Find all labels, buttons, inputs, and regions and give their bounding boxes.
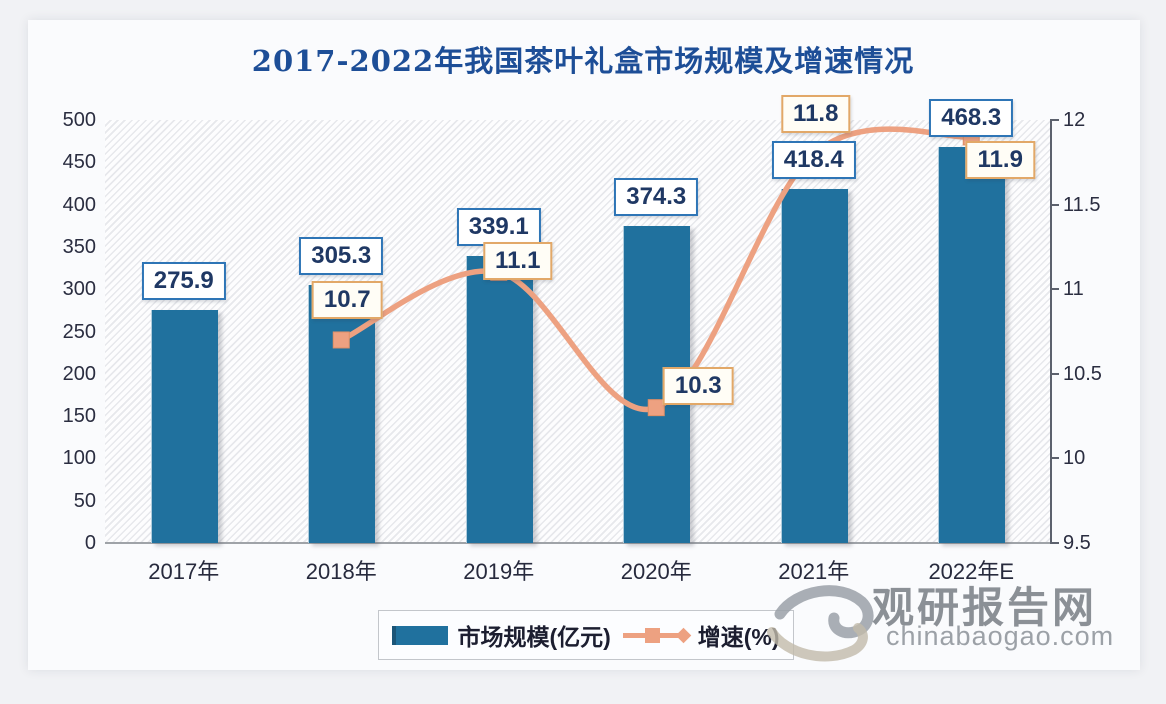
bar-2021年 (780, 189, 848, 543)
legend-line-square-marker (644, 627, 660, 643)
plot-area (105, 120, 1050, 543)
y-axis-left-label: 500 (62, 109, 96, 131)
y-axis-left-label: 150 (62, 405, 96, 428)
x-axis-label: 2020年 (620, 559, 692, 584)
legend-item-market-size: 市场规模(亿元) (392, 618, 611, 652)
y-axis-left-label: 0 (84, 532, 96, 554)
legend-line-seg (622, 632, 645, 638)
growth-value-label: 10.3 (662, 366, 734, 405)
x-axis-label: 2018年 (305, 559, 377, 584)
growth-value-label: 10.7 (311, 280, 383, 319)
growth-value-label: 11.1 (483, 242, 553, 281)
bar-value-label: 339.1 (456, 208, 541, 247)
right-axis-tick (1050, 457, 1059, 460)
y-axis-right-label: 10.5 (1063, 362, 1102, 385)
watermark-domain: chinabaogao.com (886, 621, 1115, 651)
x-axis-label: 2017年 (148, 559, 220, 584)
chart-title: 2017-2022年我国茶叶礼盒市场规模及增速情况 (251, 44, 915, 78)
y-axis-right-label: 9.5 (1063, 532, 1091, 554)
right-axis-line (1050, 120, 1052, 544)
y-axis-left-label: 200 (62, 362, 96, 385)
y-axis-left-label: 300 (62, 278, 96, 301)
legend: 市场规模(亿元) 增速(%) (378, 610, 794, 660)
bar-value-label: 418.4 (771, 141, 856, 180)
right-axis-tick (1050, 119, 1059, 121)
bar-2019年 (465, 256, 533, 543)
legend-bar-swatch-icon (392, 625, 449, 645)
y-axis-left-label: 250 (62, 320, 96, 343)
x-axis-baseline (105, 542, 1053, 544)
x-axis-label: 2022年E (928, 559, 1015, 584)
y-axis-left-label: 100 (62, 447, 96, 470)
legend-line-seg (659, 632, 682, 638)
legend-label-growth: 增速(%) (697, 624, 780, 650)
right-axis-tick (1050, 288, 1059, 291)
legend-line-swatch-icon (622, 627, 692, 643)
bar-value-label: 468.3 (929, 98, 1014, 137)
bar-2018年 (308, 284, 376, 543)
y-axis-right-label: 10 (1063, 447, 1086, 470)
bar-value-label: 305.3 (299, 236, 384, 275)
y-axis-left-label: 450 (62, 151, 96, 174)
y-axis-right-label: 11.5 (1063, 193, 1101, 216)
x-axis-label: 2021年 (778, 559, 850, 584)
right-axis-tick (1050, 203, 1059, 206)
y-axis-right-label: 12 (1063, 109, 1086, 131)
growth-value-label: 11.8 (781, 94, 851, 133)
watermark-brand: 观研报告网 (872, 584, 1098, 631)
x-axis-label: 2019年 (463, 559, 535, 584)
bar-2017年 (150, 309, 218, 543)
y-axis-right-label: 11 (1063, 278, 1084, 301)
bar-value-label: 374.3 (614, 178, 699, 217)
y-axis-left-label: 400 (62, 193, 96, 216)
y-axis-left-label: 50 (73, 489, 96, 512)
right-axis-tick (1050, 372, 1059, 375)
legend-item-growth: 增速(%) (622, 618, 780, 652)
bar-value-label: 275.9 (141, 261, 226, 300)
bar-2022年E (938, 146, 1006, 543)
legend-label-market-size: 市场规模(亿元) (457, 624, 611, 650)
growth-value-label: 11.9 (965, 140, 1035, 179)
y-axis-left-label: 350 (62, 235, 96, 258)
watermark-logo-icon (767, 585, 874, 662)
right-axis-tick (1050, 542, 1059, 544)
legend-line-diamond-marker (675, 627, 692, 643)
